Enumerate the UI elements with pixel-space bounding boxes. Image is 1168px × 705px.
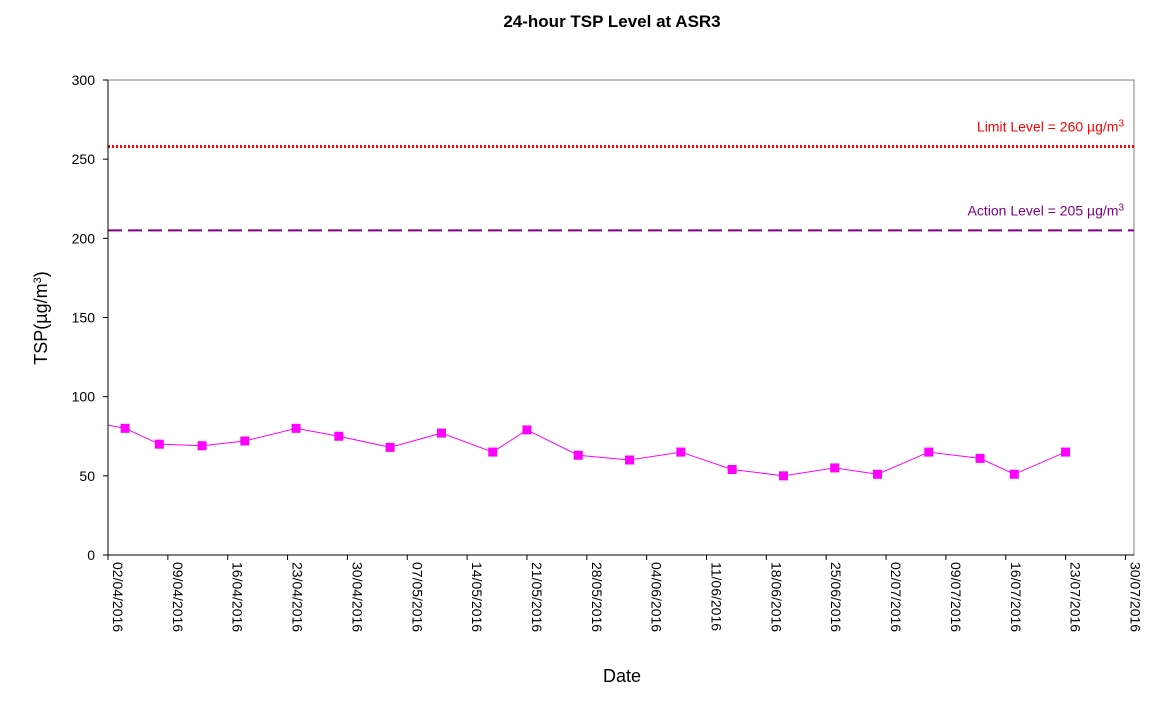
data-point	[436, 428, 446, 438]
x-tick-label: 30/04/2016	[349, 562, 365, 632]
y-tick-label: 50	[79, 468, 95, 484]
data-point	[676, 447, 686, 457]
data-point	[334, 431, 344, 441]
data-point	[385, 442, 395, 452]
x-tick-label: 11/06/2016	[709, 562, 725, 631]
x-tick-label: 28/05/2016	[589, 562, 605, 632]
y-tick-label: 100	[72, 389, 96, 405]
x-tick-label: 23/07/2016	[1068, 562, 1084, 632]
x-tick-label: 23/04/2016	[290, 562, 306, 632]
data-point	[830, 463, 840, 473]
x-tick-label: 07/05/2016	[409, 562, 425, 632]
y-axis: 0 50 100 150 200 250 300	[72, 72, 109, 563]
x-axis-title: Date	[603, 666, 641, 686]
data-point	[488, 447, 498, 457]
series-layer	[107, 423, 1071, 481]
x-tick-label: 02/04/2016	[110, 562, 126, 632]
x-tick-label: 30/07/2016	[1127, 562, 1143, 632]
chart-title: 24-hour TSP Level at ASR3	[503, 12, 720, 31]
data-point	[625, 455, 635, 465]
y-tick-label: 200	[72, 230, 96, 246]
data-point	[778, 471, 788, 481]
x-tick-label: 25/06/2016	[828, 562, 844, 632]
data-point	[1009, 469, 1019, 479]
data-point	[240, 436, 250, 446]
data-point	[573, 450, 583, 460]
reference-label-0: Limit Level = 260 µg/m3	[977, 119, 1125, 135]
data-point	[727, 465, 737, 474]
x-axis: 02/04/2016 09/04/2016 16/04/2016 23/04/2016…	[107, 554, 1143, 632]
y-tick-label: 300	[72, 72, 96, 88]
y-tick-label: 250	[72, 151, 96, 167]
data-point	[975, 453, 985, 463]
data-point	[873, 469, 882, 479]
data-point	[1061, 447, 1071, 457]
data-point	[197, 441, 207, 451]
x-tick-label: 18/06/2016	[768, 562, 784, 632]
reference-lines: Limit Level = 260 µg/m3 Action Level = 20…	[108, 119, 1134, 232]
data-point	[522, 425, 532, 435]
y-tick-label: 0	[87, 547, 95, 563]
data-point	[291, 423, 301, 433]
x-tick-label: 04/06/2016	[649, 562, 665, 632]
x-tick-label: 09/04/2016	[170, 562, 186, 632]
x-tick-label: 14/05/2016	[469, 562, 485, 632]
x-tick-label: 21/05/2016	[529, 562, 545, 632]
data-point	[924, 447, 934, 457]
data-point	[120, 423, 130, 433]
x-tick-label: 16/07/2016	[1008, 562, 1024, 632]
plot-area-frame	[107, 79, 1135, 556]
x-tick-label: 02/07/2016	[888, 562, 904, 632]
x-tick-label: 16/04/2016	[230, 562, 246, 632]
series-line-0	[107, 424, 1066, 477]
y-tick-label: 150	[72, 310, 96, 326]
data-point	[154, 439, 164, 449]
reference-label-1: Action Level = 205 µg/m3	[968, 202, 1125, 218]
y-axis-title: TSP(µg/m3)	[31, 271, 51, 365]
x-tick-label: 09/07/2016	[948, 562, 964, 632]
